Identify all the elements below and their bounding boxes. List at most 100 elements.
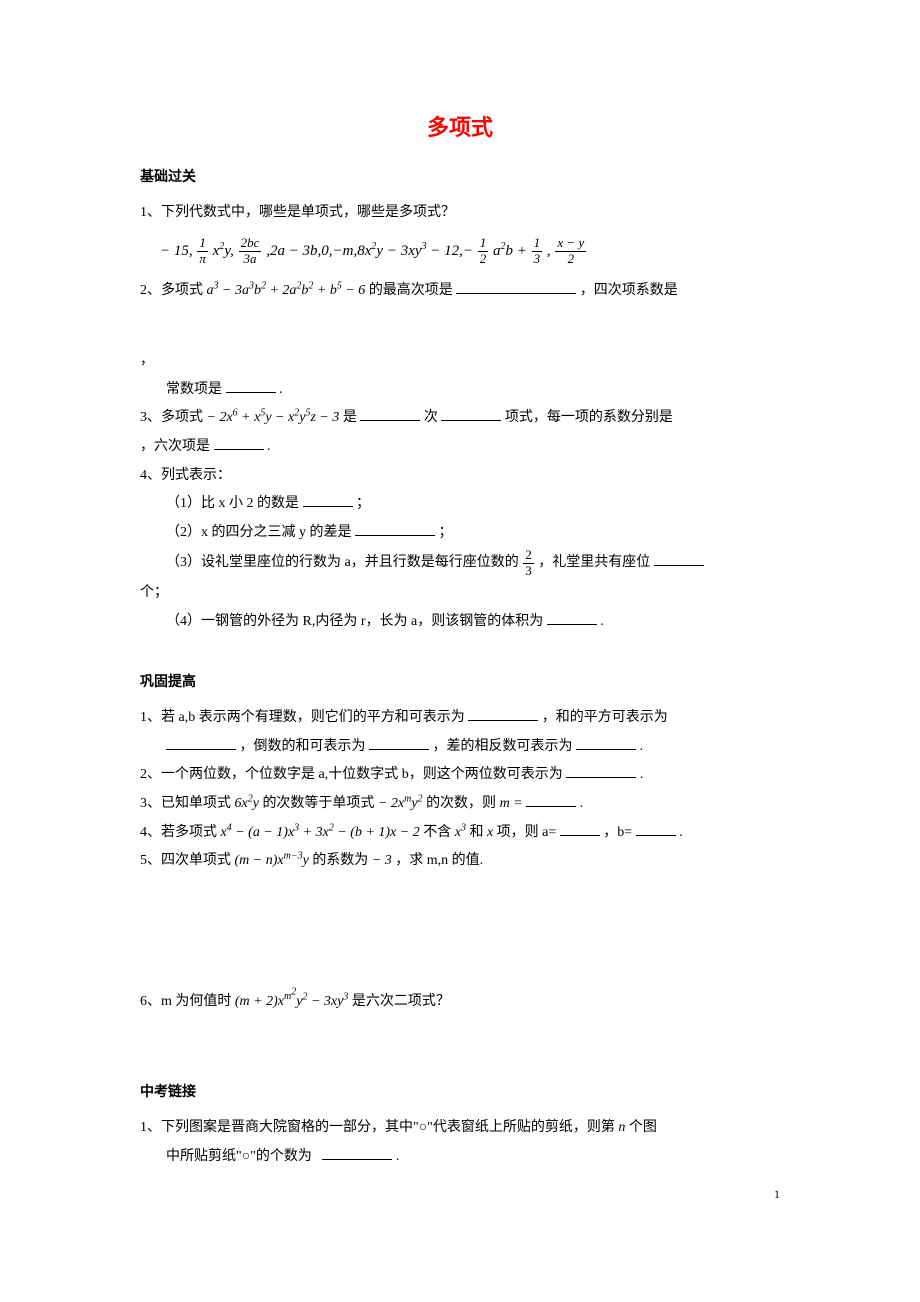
blank [166,735,236,750]
iq3b-l: − 2x [378,796,404,811]
blank [636,821,676,836]
blank [369,735,429,750]
iq1-p: . [640,739,644,754]
lq1-pe: . [396,1149,400,1164]
iq4-pe: . [679,825,683,840]
q4-2t: ； [439,525,453,540]
iq1-t: ，和的平方可表示为 [542,710,668,725]
basic-q3-line2: ，六次项是 . [140,434,780,461]
q2p-t: − 6 [342,283,365,298]
iq6-2: − 3xy [307,994,343,1009]
iq4-m4: ，b= [603,825,632,840]
link-q1-line1: 1、下列图案是晋商大院窗格的一部分，其中"○"代表窗纸上所贴的剪纸，则第 n 个… [140,1115,780,1142]
iq5-po: ，求 m,n 的值. [395,853,483,868]
q43n: 2 [523,548,534,563]
q43d: 3 [523,564,534,578]
f-p3c: − 12,− [427,243,474,259]
basic-q2-line2: ， [140,348,780,375]
iq3-po: 的次数，则 [426,796,496,811]
q4-1t: ； [356,496,370,511]
q4-4: （4）一钢管的外径为 R,内径为 r，长为 a，则该钢管的体积为 [166,614,543,629]
iq3-me: m = [500,796,527,811]
q3-period: . [267,439,271,454]
iq1-l: 1、若 a,b 表示两个有理数，则它们的平方和可表示为 [140,710,465,725]
basic-q1-formula: − 15, 1π x2y, 2bc3a ,2a − 3b,0,−m,8x2y −… [160,235,780,268]
f-p3: ,2a − 3b,0,−m,8x [266,243,371,259]
blank [355,521,435,536]
q4-1: （1）比 x 小 2 的数是 [166,496,299,511]
f4n: 1 [532,236,543,251]
iq6-po: 是六次二项式？ [352,994,450,1009]
q3p-2: + x [238,410,261,425]
improve-q2: 2、一个两位数，个位数字是 a,十位数字式 b，则这个两位数可表示为 . [140,762,780,789]
iq3b-s2: 2 [418,793,423,804]
q4-2: （2）x 的四分之三减 y 的差是 [166,525,352,540]
blank [214,435,264,450]
iq4-m3: 项，则 a= [497,825,557,840]
iq6-1: (m + 2)x [235,994,284,1009]
basic-q1: 1、下列代数式中，哪些是单项式，哪些是多项式？ [140,200,780,227]
blank [303,492,353,507]
iq5-s: m−3 [284,850,303,861]
blank [654,551,704,566]
iq3-pe: . [580,796,584,811]
blank [468,706,538,721]
f5d: 2 [555,252,586,266]
page-number: 1 [774,1187,780,1202]
f4d: 3 [532,252,543,266]
section-improve-header: 巩固提高 [140,671,780,691]
iq2-p: . [640,767,644,782]
improve-q4: 4、若多项式 x4 − (a − 1)x3 + 3x2 − (b + 1)x −… [140,820,780,847]
blank [360,406,420,421]
iq4-p: 4、若多项式 [140,825,217,840]
blank [456,279,576,294]
basic-q4-1: （1）比 x 小 2 的数是 ； [140,491,780,518]
f1d: π [197,252,208,266]
basic-q2: 2、多项式 a3 − 3a3b2 + 2a2b2 + b5 − 6 的最高次项是… [140,278,780,305]
blank [526,792,576,807]
iq4x3s: 3 [461,822,466,833]
iq2: 2、一个两位数，个位数字是 a,十位数字式 b，则这个两位数可表示为 [140,767,563,782]
link-q1-line2: 中所贴剪纸"○"的个数为 . [140,1144,780,1171]
section-link-header: 中考链接 [140,1081,780,1101]
lq1-p: 1、下列图案是晋商大院窗格的一部分，其中"○"代表窗纸上所贴的剪纸，则第 [140,1120,615,1135]
f-p3b: y − 3xy [376,243,421,259]
improve-q5: 5、四次单项式 (m − n)xm−3y 的系数为 − 3 ，求 m,n 的值. [140,848,780,875]
f-p5: , [547,243,551,259]
iq1-2a: ，倒数的和可表示为 [240,739,366,754]
blank [576,735,636,750]
q2p-b: b [254,283,261,298]
q4-4t: . [600,614,604,629]
f2n: 2bc [239,236,262,251]
q3-m3: 项式，每一项的系数分别是 [505,410,673,425]
iq3-p: 3、已知单项式 [140,796,231,811]
lq1-l2: 中所贴剪纸"○"的个数为 [166,1149,312,1164]
basic-q4-2: （2）x 的四分之三减 y 的差是 ； [140,520,780,547]
q2p-pb: + b [313,283,336,298]
blank [441,406,501,421]
improve-q1: 1、若 a,b 表示两个有理数，则它们的平方和可表示为 ，和的平方可表示为 [140,705,780,732]
q3-lead: 3、多项式 [140,410,203,425]
lq1-po: 个图 [629,1120,657,1135]
iq1-2b: ，差的相反数可表示为 [433,739,573,754]
section-basic-header: 基础过关 [140,166,780,186]
basic-q4-header: 4、列式表示： [140,463,780,490]
f-p2b: y, [224,243,234,259]
basic-q4-4: （4）一钢管的外径为 R,内径为 r，长为 a，则该钢管的体积为 . [140,609,780,636]
page-title: 多项式 [140,110,780,142]
blank [322,1145,392,1160]
basic-q3: 3、多项式 − 2x6 + x5y − x2y5z − 3 是 次 项式，每一项… [140,405,780,432]
iq4-m: 不含 [423,825,451,840]
iq4-3: + 3x [299,825,329,840]
blank [547,610,597,625]
q3p-l: − 2x [207,410,233,425]
f5n: x − y [555,236,586,251]
iq4-4: − (b + 1)x − 2 [334,825,420,840]
q2-l3: 常数项是 [166,382,222,397]
f-p4b: b + [506,243,527,259]
iq3-m: 的次数等于单项式 [262,796,374,811]
q4-3po: ，礼堂里共有座位 [538,555,650,570]
lq1-n: n [618,1120,629,1135]
iq5-1: (m − n)x [235,853,284,868]
q2-lead: 2、多项式 [140,283,203,298]
